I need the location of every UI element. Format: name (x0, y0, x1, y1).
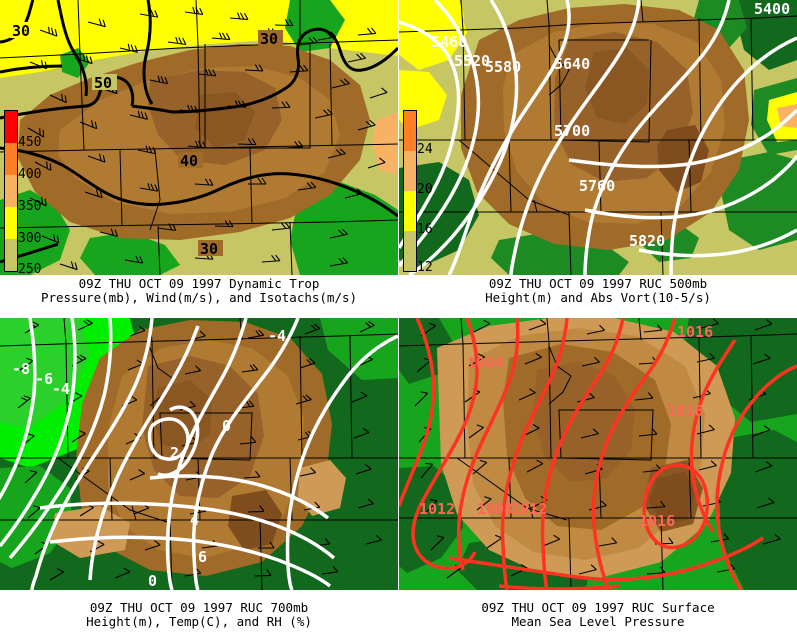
label-two: 2 (170, 444, 179, 462)
label-1004: 1004 (467, 354, 503, 372)
label-six: 6 (198, 548, 207, 566)
svg-text:40: 40 (180, 152, 198, 170)
height-contours (399, 0, 797, 275)
caption-line-2: Height(m) and Abs Vort(10-5/s) (485, 290, 711, 305)
label-5820: 5820 (629, 232, 665, 250)
label-four: 4 (190, 511, 199, 529)
label-1012-left: 1012 (419, 500, 455, 518)
caption-ruc-700mb: 09Z THU OCT 09 1997 RUC 700mb Height(m),… (0, 601, 398, 629)
label-5400: 5400 (754, 0, 790, 18)
caption-line-1: 09Z THU OCT 09 1997 Dynamic Trop (78, 276, 320, 291)
dynamic-trop-colorbar (4, 110, 18, 272)
svg-text:30: 30 (200, 240, 218, 258)
caption-line-1: 09Z THU OCT 09 1997 RUC 500mb (488, 276, 708, 291)
caption-dynamic-trop: 09Z THU OCT 09 1997 Dynamic Trop Pressur… (0, 277, 398, 305)
label-1008: 1008 (477, 500, 513, 518)
panel-ruc-surface: 1004 1016 1016 1012 1008 1012 1016 09Z T… (399, 318, 797, 636)
mslp-contour-labels: 1004 1016 1016 1012 1008 1012 1016 (419, 323, 713, 530)
panel-ruc-700mb: -8 -6 -4 -4 0 0 2 4 6 90 (0, 318, 398, 636)
label-minus8: -8 (12, 360, 30, 378)
field-terrain-pale2 (50, 506, 130, 558)
ruc-500mb-colorbar (403, 110, 417, 272)
height-contour-labels: 5400 5460 5520 5580 5640 5700 5760 5820 (431, 0, 790, 250)
caption-line-2: Height(m), Temp(C), and RH (%) (86, 614, 312, 629)
field-terrain-darkest (657, 125, 709, 192)
svg-text:30: 30 (12, 22, 30, 40)
field-green-right (290, 182, 398, 275)
state-boundaries (0, 318, 398, 590)
temperature-contours (0, 318, 398, 590)
label-5700: 5700 (554, 122, 590, 140)
field-terrain-darkest (649, 472, 695, 524)
caption-line-2: Pressure(mb), Wind(m/s), and Isotachs(m/… (40, 290, 358, 305)
label-5580: 5580 (485, 58, 521, 76)
panel-ruc-500mb: 5400 5460 5520 5580 5640 5700 5760 5820 (399, 0, 797, 318)
map-ruc-700mb: -8 -6 -4 -4 0 0 2 4 6 (0, 318, 398, 590)
svg-text:50: 50 (94, 74, 112, 92)
caption-ruc-surface: 09Z THU OCT 09 1997 RUC Surface Mean Sea… (399, 601, 797, 629)
field-green-tr (684, 318, 797, 422)
label-minus6: -6 (35, 370, 53, 388)
label-1016-top: 1016 (677, 323, 713, 341)
isotach-labels: 30 50 40 30 30 (10, 22, 283, 258)
dynamic-trop-map-svg: 30 50 40 30 30 (0, 0, 398, 275)
field-orange-edge (372, 112, 398, 175)
label-minus4-right: -4 (268, 327, 286, 345)
isotach-contours (0, 0, 398, 264)
label-5460: 5460 (431, 33, 467, 51)
wind-barbs (414, 318, 781, 579)
label-1016-mid: 1016 (667, 402, 703, 420)
label-5760: 5760 (579, 177, 615, 195)
map-dynamic-trop: 30 50 40 30 30 (0, 0, 398, 275)
field-green-bottom (80, 232, 180, 275)
caption-line-1: 09Z THU OCT 09 1997 RUC 700mb (89, 600, 309, 615)
ruc-surface-map-svg: 1004 1016 1016 1012 1008 1012 1016 (399, 318, 797, 590)
temperature-contour-labels: -8 -6 -4 -4 0 0 2 4 6 (12, 327, 286, 590)
label-zero-b: 0 (148, 572, 157, 590)
label-1016-low: 1016 (639, 512, 675, 530)
label-5520: 5520 (454, 52, 490, 70)
mslp-contours (399, 318, 797, 590)
map-ruc-500mb: 5400 5460 5520 5580 5640 5700 5760 5820 (399, 0, 797, 275)
map-ruc-surface: 1004 1016 1016 1012 1008 1012 1016 (399, 318, 797, 590)
panel-dynamic-trop: 30 50 40 30 30 (0, 0, 398, 318)
caption-line-2: Mean Sea Level Pressure (511, 614, 685, 629)
label-zero: 0 (222, 417, 231, 435)
ruc-700mb-map-svg: -8 -6 -4 -4 0 0 2 4 6 (0, 318, 398, 590)
state-boundaries (0, 0, 398, 275)
field-terrain-dark (585, 48, 649, 124)
caption-ruc-500mb: 09Z THU OCT 09 1997 RUC 500mb Height(m) … (399, 277, 797, 305)
label-1012: 1012 (511, 500, 547, 518)
caption-line-1: 09Z THU OCT 09 1997 RUC Surface (481, 600, 715, 615)
label-5640: 5640 (554, 55, 590, 73)
ruc-500mb-map-svg: 5400 5460 5520 5580 5640 5700 5760 5820 (399, 0, 797, 275)
field-rh-tr2 (320, 318, 398, 380)
label-minus4: -4 (52, 380, 70, 398)
svg-text:30: 30 (260, 30, 278, 48)
state-boundaries (399, 0, 797, 275)
